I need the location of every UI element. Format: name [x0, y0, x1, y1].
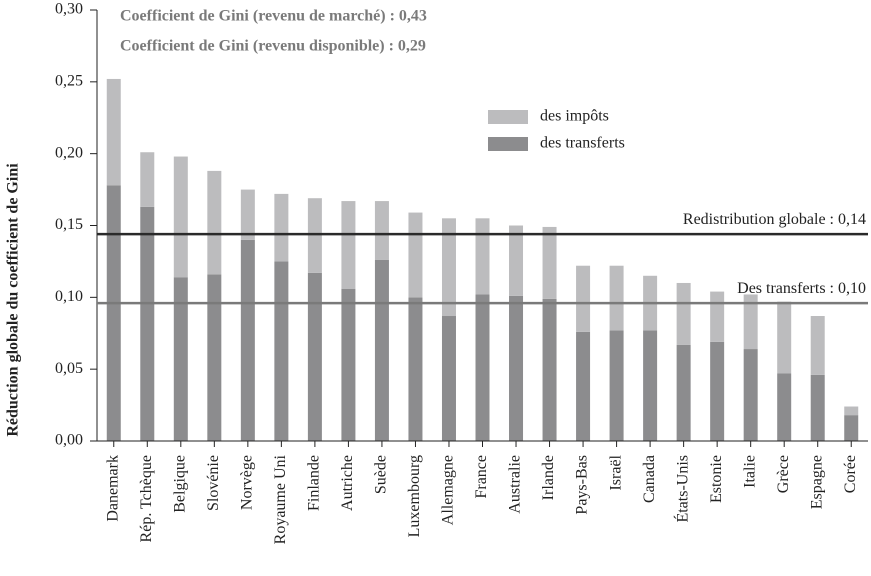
x-tick-label: Slovénie [205, 455, 222, 511]
bar-segment [475, 218, 490, 295]
y-tick-label: 0,20 [55, 144, 83, 161]
x-tick-label: Allemagne [440, 455, 457, 525]
legend-swatch [488, 110, 528, 124]
x-tick-label: Italie [741, 455, 758, 488]
bar-segment [509, 225, 524, 296]
x-tick-label: Royaume Uni [272, 454, 289, 544]
bar-segment [173, 277, 188, 441]
bar-segment [140, 206, 155, 441]
x-tick-label: Israël [607, 454, 624, 490]
x-tick-label: Norvège [239, 455, 256, 510]
annotation: Coefficient de Gini (revenu disponible) … [120, 38, 426, 55]
x-tick-label: Corée [842, 455, 859, 493]
bar-segment [307, 272, 322, 441]
legend-label: des transferts [540, 135, 625, 152]
bar-segment [509, 295, 524, 441]
bar-segment [710, 341, 725, 441]
bar-segment [710, 291, 725, 342]
bar-segment [676, 344, 691, 441]
bar-segment [408, 212, 423, 298]
x-tick-label: France [473, 455, 490, 499]
bar-segment [810, 316, 825, 375]
y-tick-label: 0,15 [55, 216, 83, 233]
bar-segment [240, 189, 255, 240]
x-tick-label: Estonie [708, 455, 725, 503]
bar-segment [341, 201, 356, 289]
bar-segment [408, 297, 423, 441]
bar-segment [676, 282, 691, 345]
bar-segment [106, 185, 121, 441]
x-tick-label: Pays-Bas [574, 455, 591, 515]
bar-segment [274, 261, 289, 441]
x-tick-label: Finlande [306, 455, 323, 511]
bar-segment [441, 218, 456, 317]
y-axis-label: Réduction globale du coefficient de Gini [5, 163, 22, 437]
x-tick-label: Autriche [339, 455, 356, 511]
bar-segment [542, 226, 557, 299]
bar-segment [274, 193, 289, 262]
bar-segment [777, 301, 792, 374]
x-tick-label: Espagne [808, 455, 825, 509]
bar-segment [810, 374, 825, 441]
reference-label: Redistribution globale : 0,14 [683, 211, 866, 228]
bar-segment [207, 170, 222, 275]
x-tick-label: Danemark [104, 455, 121, 522]
x-tick-label: Suède [373, 455, 390, 494]
bar-segment [240, 239, 255, 441]
bar-segment [307, 198, 322, 273]
x-tick-label: Rép. Tchèque [138, 455, 155, 542]
bar-segment [609, 330, 624, 441]
x-tick-label: Australie [507, 455, 524, 514]
bar-segment [844, 415, 859, 441]
x-tick-label: Grèce [775, 455, 792, 493]
bar-segment [374, 259, 389, 441]
bar-segment [441, 316, 456, 441]
bar-segment [609, 265, 624, 331]
y-tick-label: 0,25 [55, 73, 83, 90]
y-tick-label: 0,10 [55, 288, 83, 305]
x-tick-label: Irlande [540, 455, 557, 500]
bar-segment [173, 156, 188, 278]
legend-swatch [488, 137, 528, 151]
bar-segment [576, 265, 591, 332]
bar-segment [743, 294, 758, 350]
x-tick-label: Belgique [171, 455, 188, 513]
reference-label: Des transferts : 0,10 [737, 280, 866, 297]
bar-segment [374, 201, 389, 260]
bar-segment [743, 349, 758, 441]
y-tick-label: 0,05 [55, 360, 83, 377]
x-tick-label: Luxembourg [406, 455, 423, 537]
bar-segment [475, 294, 490, 441]
bar-segment [341, 288, 356, 441]
bar-segment [542, 298, 557, 441]
y-tick-label: 0,30 [55, 1, 83, 18]
bar-segment [576, 331, 591, 441]
bar-segment [777, 373, 792, 441]
bar-segment [106, 78, 121, 186]
x-tick-label: Canada [641, 455, 658, 503]
bar-segment [643, 330, 658, 441]
bar-segment [140, 152, 155, 207]
bar-segment [844, 406, 859, 416]
y-tick-label: 0,00 [55, 432, 83, 449]
x-tick-label: États-Unis [672, 455, 691, 523]
legend-label: des impôts [540, 108, 609, 125]
bar-segment [207, 274, 222, 441]
annotation: Coefficient de Gini (revenu de marché) :… [120, 8, 427, 25]
